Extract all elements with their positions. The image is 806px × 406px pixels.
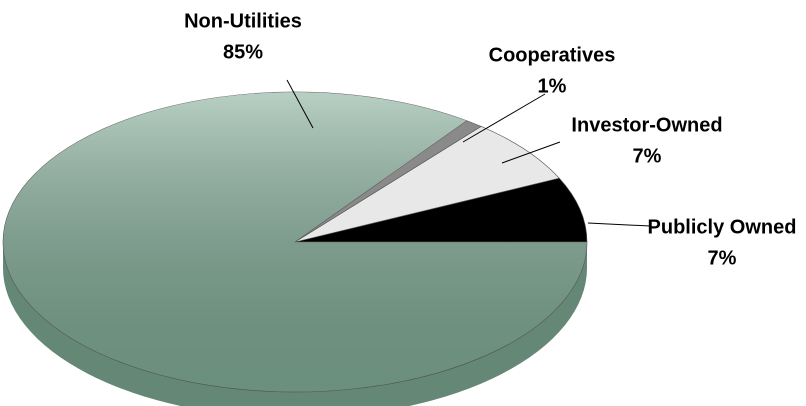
slice-value-label: 85%	[223, 41, 263, 63]
slice-label: Non-Utilities	[184, 10, 302, 32]
pie-shine	[2, 91, 587, 392]
slice-value-label: 7%	[708, 247, 737, 269]
slice-value-label: 1%	[538, 75, 567, 97]
leader-line	[462, 93, 546, 143]
slice-label: Cooperatives	[489, 44, 616, 66]
slice-label: Investor-Owned	[571, 114, 722, 136]
pie-slice	[294, 126, 560, 243]
pie-slice	[294, 177, 588, 243]
leader-line	[501, 141, 561, 164]
slice-value-label: 7%	[633, 145, 662, 167]
slice-label: Publicly Owned	[648, 216, 797, 238]
leader-line	[587, 222, 651, 227]
leader-line	[286, 79, 314, 129]
